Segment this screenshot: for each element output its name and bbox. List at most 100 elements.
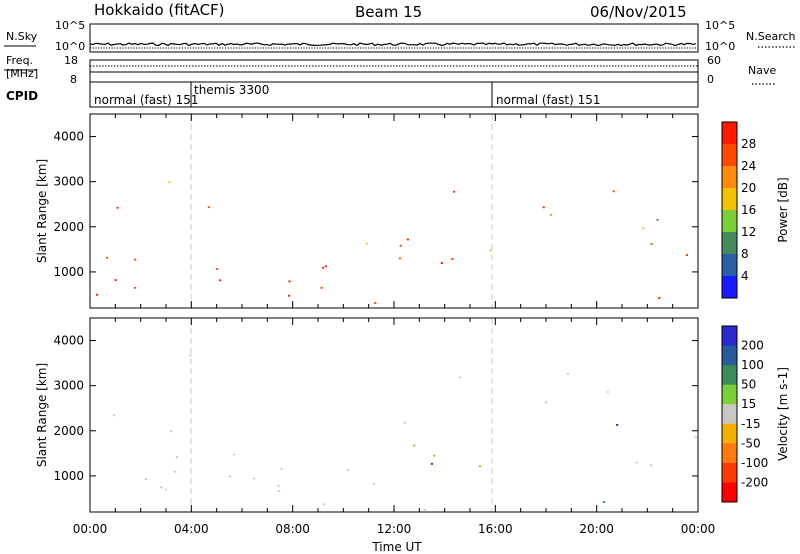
x-axis-label: Time UT [371, 540, 422, 554]
power-colorbar-swatch [722, 188, 737, 211]
velocity-cell [229, 475, 232, 478]
power-cell [95, 293, 99, 296]
power-cell [116, 206, 119, 209]
velocity-cell [175, 456, 179, 458]
power-data [95, 181, 689, 304]
velocity-cell [566, 372, 569, 375]
power-cell [320, 286, 323, 289]
nave-tick-top: 60 [707, 54, 721, 67]
power-cell [324, 265, 328, 268]
velocity-cell [606, 391, 609, 393]
power-colorbar-swatch [722, 122, 737, 145]
x-tick-label: 16:00 [478, 522, 513, 536]
cpid-segment-2: themis 3300 [194, 83, 269, 97]
nsky-frame [89, 23, 699, 53]
power-cell [374, 302, 377, 304]
nsky-label: N.Sky [6, 30, 38, 43]
velocity-colorbar-tick: 200 [741, 339, 764, 353]
velocity-cell [478, 465, 482, 468]
velocity-colorbar-swatch [722, 365, 737, 386]
velocity-colorbar-tick: -15 [741, 417, 761, 431]
power-colorbar-label: Power [dB] [776, 177, 790, 242]
velocity-cell [458, 376, 461, 379]
power-cell [365, 242, 368, 245]
velocity-cell [278, 490, 281, 492]
velocity-cell [433, 454, 436, 457]
nsearch-label: N.Search [746, 30, 796, 43]
header-beam: Beam 15 [355, 3, 422, 21]
nsearch-tick-top: 10^5 [705, 19, 735, 32]
velocity-colorbar-swatch [722, 443, 737, 464]
velocity-y-tick-label: 1000 [53, 469, 84, 483]
velocity-colorbar-tick: -50 [741, 436, 761, 450]
power-cell [399, 244, 402, 247]
power-cell [114, 279, 117, 281]
velocity-colorbar-tick: -200 [741, 475, 768, 489]
power-cell [440, 262, 443, 264]
power-colorbar-tick: 8 [741, 247, 749, 261]
velocity-colorbar-swatch [722, 423, 737, 444]
velocity-data [112, 354, 697, 511]
velocity-cell [616, 424, 619, 426]
power-cell [105, 256, 109, 259]
power-cell [168, 181, 171, 184]
power-colorbar-swatch [722, 254, 737, 277]
power-cell [549, 214, 552, 216]
power-colorbar-tick: 16 [741, 203, 756, 217]
power-cell [658, 297, 661, 299]
velocity-colorbar-swatch [722, 462, 737, 483]
freq-frame [89, 59, 699, 83]
power-cell [216, 268, 219, 270]
velocity-colorbar-label: Velocity [m s-1] [776, 367, 790, 461]
power-colorbar-frame [721, 121, 738, 299]
x-tick-label: 00:00 [681, 522, 716, 536]
power-panel: 1000 2000 3000 4000 Slant Range [km] 4 8 12 16… [35, 113, 790, 309]
velocity-cell [322, 503, 325, 506]
nave-tick-bottom: 0 [707, 73, 714, 86]
power-colorbar-tick: 20 [741, 181, 756, 195]
power-cell [642, 227, 645, 230]
power-cell [451, 258, 454, 260]
velocity-cell [602, 501, 606, 503]
time-axis: 00:00 04:00 08:00 12:00 16:00 20:00 00:00 [73, 522, 716, 536]
power-y-tick-label: 2000 [53, 220, 84, 234]
freq-label: Freq. [6, 54, 33, 67]
power-cell [685, 254, 689, 256]
power-y-tick-label: 4000 [53, 130, 84, 144]
power-colorbar-tick: 28 [741, 137, 756, 151]
velocity-y-tick-label: 3000 [53, 379, 84, 393]
velocity-cell [372, 482, 375, 485]
power-cell [612, 190, 615, 193]
velocity-cell [403, 421, 406, 424]
velocity-colorbar-swatch [722, 326, 737, 347]
freq-strip: Freq. [MHz] 18 8 60 0 Nave [4, 54, 776, 86]
velocity-axes: 1000 2000 3000 4000 [53, 318, 699, 512]
velocity-cell [650, 464, 653, 467]
velocity-colorbar-swatch [722, 384, 737, 405]
velocity-cell [694, 436, 697, 439]
velocity-cell [174, 470, 177, 473]
cpid-segment-1: normal (fast) 151 [94, 93, 198, 107]
power-colorbar-swatch [722, 210, 737, 233]
velocity-cell [145, 478, 148, 480]
power-cell [219, 279, 222, 282]
x-tick-label: 00:00 [73, 522, 108, 536]
x-tick-label: 08:00 [275, 522, 310, 536]
velocity-colorbar-swatch [722, 345, 737, 366]
velocity-y-tick-label: 2000 [53, 424, 84, 438]
velocity-colorbar-tick: -100 [741, 456, 768, 470]
nsky-tick-top: 10^5 [55, 19, 85, 32]
velocity-cell [430, 463, 433, 465]
freq-tick-bottom: 8 [70, 73, 77, 86]
x-tick-label: 12:00 [377, 522, 412, 536]
velocity-cell [189, 354, 192, 357]
power-y-tick-label: 3000 [53, 175, 84, 189]
velocity-colorbar-tick: 50 [741, 378, 756, 392]
velocity-cell [112, 414, 116, 417]
power-colorbar-swatch [722, 232, 737, 255]
freq-tick-top: 18 [64, 54, 78, 67]
velocity-cell [253, 477, 256, 480]
power-colorbar-tick: 12 [741, 225, 756, 239]
power-ylabel: Slant Range [km] [35, 159, 49, 263]
